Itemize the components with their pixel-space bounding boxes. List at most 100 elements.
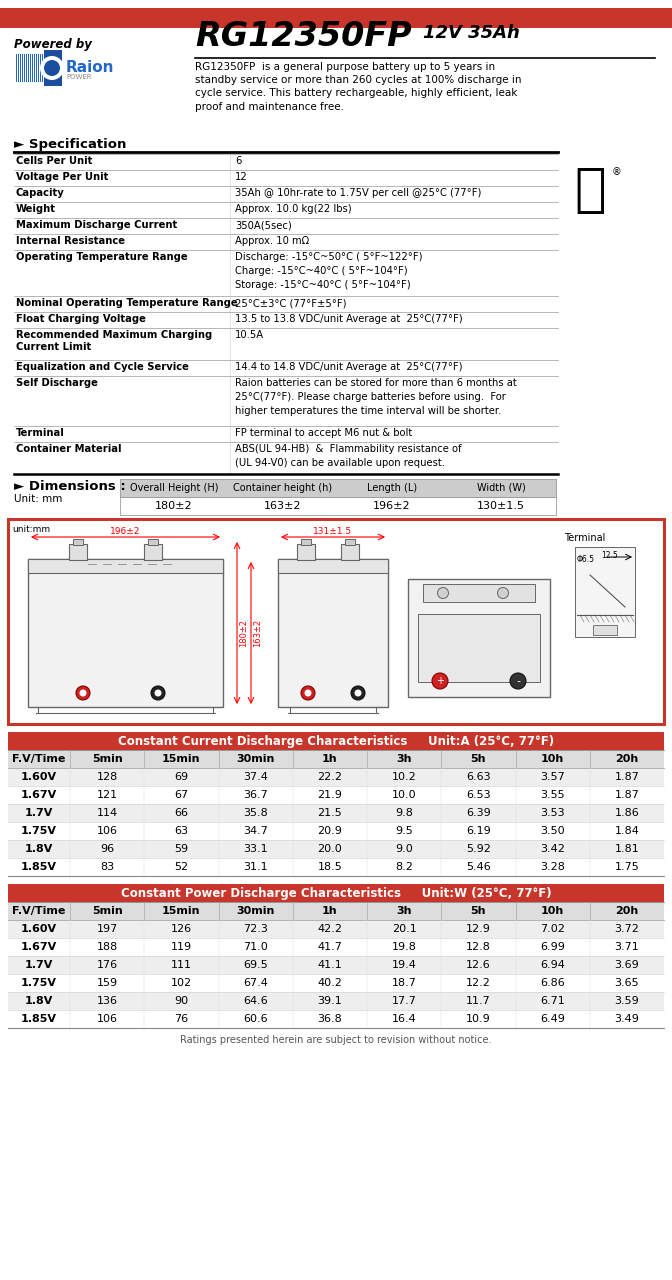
- Bar: [8, 938, 664, 956]
- Bar: [33, 54, 34, 82]
- Text: 5h: 5h: [470, 906, 486, 916]
- Text: 126: 126: [171, 924, 192, 934]
- Bar: [345, 539, 355, 545]
- Circle shape: [304, 690, 312, 696]
- Bar: [17, 54, 18, 82]
- Text: Nominal Operating Temperature Range: Nominal Operating Temperature Range: [16, 298, 238, 308]
- Text: ABS(UL 94-HB)  &  Flammability resistance of
(UL 94-V0) can be available upon re: ABS(UL 94-HB) & Flammability resistance …: [235, 444, 462, 468]
- Text: 5min: 5min: [92, 754, 122, 764]
- Text: 16.4: 16.4: [392, 1014, 417, 1024]
- Bar: [29, 54, 30, 82]
- Text: 1.87: 1.87: [614, 772, 639, 782]
- Text: 1.81: 1.81: [614, 844, 639, 854]
- Bar: [24, 54, 27, 82]
- Circle shape: [351, 686, 365, 700]
- Text: 33.1: 33.1: [243, 844, 268, 854]
- Text: 350A(5sec): 350A(5sec): [235, 220, 292, 230]
- Text: 13.5 to 13.8 VDC/unit Average at  25°C(77°F): 13.5 to 13.8 VDC/unit Average at 25°C(77…: [235, 314, 462, 324]
- Bar: [8, 902, 664, 920]
- Text: 36.7: 36.7: [243, 790, 268, 800]
- Text: 6.19: 6.19: [466, 826, 491, 836]
- Text: 111: 111: [171, 960, 192, 970]
- Circle shape: [40, 56, 64, 79]
- Text: Raion: Raion: [66, 60, 114, 76]
- Bar: [278, 559, 388, 707]
- Bar: [8, 732, 664, 750]
- Text: 3.59: 3.59: [614, 996, 639, 1006]
- Text: Overall Height (H): Overall Height (H): [130, 483, 218, 493]
- Text: 131±1.5: 131±1.5: [313, 527, 353, 536]
- Text: -: -: [516, 676, 520, 686]
- Bar: [20, 54, 23, 82]
- Text: 188: 188: [97, 942, 118, 952]
- Text: 176: 176: [97, 960, 118, 970]
- Text: Operating Temperature Range: Operating Temperature Range: [16, 252, 187, 262]
- Text: Unit: mm: Unit: mm: [14, 494, 62, 504]
- Text: 10.9: 10.9: [466, 1014, 491, 1024]
- Text: 64.6: 64.6: [243, 996, 268, 1006]
- Text: 35.8: 35.8: [243, 808, 268, 818]
- Text: 12: 12: [235, 172, 248, 182]
- Text: 196±2: 196±2: [373, 500, 411, 511]
- Text: 12.6: 12.6: [466, 960, 491, 970]
- Bar: [418, 614, 540, 682]
- Text: Self Discharge: Self Discharge: [16, 378, 98, 388]
- Bar: [8, 920, 664, 938]
- Text: 3.71: 3.71: [614, 942, 639, 952]
- Text: 17.7: 17.7: [392, 996, 417, 1006]
- Text: Recommended Maximum Charging
Current Limit: Recommended Maximum Charging Current Lim…: [16, 330, 212, 352]
- Text: 66: 66: [174, 808, 188, 818]
- Text: 1.67V: 1.67V: [21, 942, 57, 952]
- Bar: [28, 559, 223, 707]
- Text: 10.0: 10.0: [392, 790, 417, 800]
- Text: Terminal: Terminal: [16, 428, 65, 438]
- Text: 52: 52: [174, 861, 188, 872]
- Bar: [8, 1010, 664, 1028]
- Text: 12.2: 12.2: [466, 978, 491, 988]
- Text: 10.2: 10.2: [392, 772, 417, 782]
- Text: 1.84: 1.84: [614, 826, 639, 836]
- Text: 59: 59: [174, 844, 188, 854]
- Text: 196±2: 196±2: [110, 527, 140, 536]
- Bar: [575, 547, 635, 637]
- Text: 159: 159: [97, 978, 118, 988]
- Text: 6.63: 6.63: [466, 772, 491, 782]
- Text: 6.39: 6.39: [466, 808, 491, 818]
- Text: 9.8: 9.8: [395, 808, 413, 818]
- Text: 3.72: 3.72: [614, 924, 639, 934]
- Text: POWER: POWER: [66, 74, 91, 79]
- Text: 71.0: 71.0: [243, 942, 268, 952]
- Text: 1.8V: 1.8V: [25, 844, 53, 854]
- Circle shape: [497, 588, 509, 599]
- Text: 6.99: 6.99: [540, 942, 565, 952]
- Text: 60.6: 60.6: [243, 1014, 268, 1024]
- Text: 1.60V: 1.60V: [21, 924, 57, 934]
- Text: unit:mm: unit:mm: [12, 525, 50, 534]
- Text: 36.8: 36.8: [317, 1014, 342, 1024]
- Text: Powered by: Powered by: [14, 38, 92, 51]
- Text: 3.65: 3.65: [615, 978, 639, 988]
- Text: 9.0: 9.0: [395, 844, 413, 854]
- Bar: [16, 54, 19, 82]
- Text: Width (W): Width (W): [476, 483, 526, 493]
- Circle shape: [79, 690, 87, 696]
- Bar: [69, 544, 87, 561]
- Text: 1.8V: 1.8V: [25, 996, 53, 1006]
- Text: 3.53: 3.53: [540, 808, 565, 818]
- Bar: [144, 544, 162, 561]
- Bar: [120, 479, 556, 497]
- Text: 5.46: 5.46: [466, 861, 491, 872]
- Text: Ⓤ: Ⓤ: [574, 164, 606, 216]
- Text: Capacity: Capacity: [16, 188, 65, 198]
- Text: ► Specification: ► Specification: [14, 138, 126, 151]
- Text: Internal Resistance: Internal Resistance: [16, 236, 125, 246]
- Text: 6.49: 6.49: [540, 1014, 565, 1024]
- Bar: [8, 822, 664, 840]
- Bar: [0, 8, 672, 28]
- Text: 10h: 10h: [541, 906, 564, 916]
- Text: 96: 96: [100, 844, 114, 854]
- Bar: [593, 625, 617, 635]
- Bar: [341, 544, 359, 561]
- Text: 180±2: 180±2: [155, 500, 193, 511]
- Text: 40.2: 40.2: [317, 978, 342, 988]
